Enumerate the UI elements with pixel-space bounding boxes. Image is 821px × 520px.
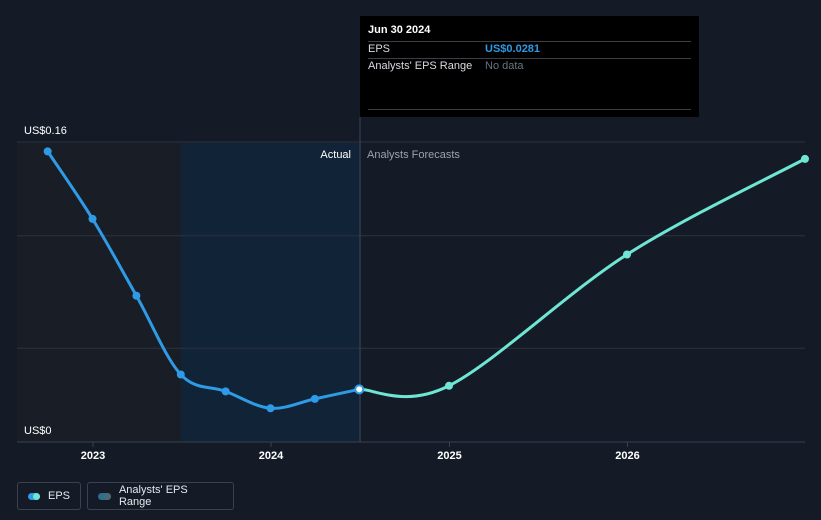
eps-data-point[interactable] — [88, 214, 97, 223]
actual-region-label: Actual — [320, 149, 351, 161]
eps-legend-icon — [28, 492, 40, 500]
tooltip-divider — [368, 58, 691, 59]
forecast-data-point[interactable] — [623, 250, 631, 259]
eps-data-point[interactable] — [43, 147, 52, 156]
eps-data-point[interactable] — [221, 387, 230, 396]
tooltip-date: Jun 30 2024 — [368, 24, 431, 36]
eps-data-point[interactable] — [310, 394, 319, 403]
tooltip-divider — [368, 41, 691, 42]
tooltip-range-label: Analysts' EPS Range — [368, 60, 473, 72]
eps-data-point[interactable] — [176, 370, 185, 379]
hover-tooltip: Jun 30 2024 EPS US$0.0281 Analysts' EPS … — [360, 16, 699, 117]
y-axis-bottom-label: US$0 — [24, 425, 52, 437]
grid-lines — [17, 141, 805, 349]
tooltip-range-value: No data — [485, 60, 524, 72]
past-period-shade — [17, 143, 181, 442]
x-tick-label: 2026 — [615, 450, 639, 462]
legend-eps-toggle[interactable]: EPS — [17, 482, 81, 510]
x-axis-ticks: 2023 2024 2025 2026 — [81, 442, 640, 462]
x-tick-label: 2024 — [259, 450, 284, 462]
range-legend-icon — [98, 492, 111, 500]
forecast-data-point[interactable] — [801, 154, 809, 163]
tooltip-divider — [368, 109, 691, 110]
eps-data-point[interactable] — [266, 404, 275, 413]
tooltip-eps-label: EPS — [368, 43, 391, 55]
x-tick-label: 2025 — [437, 450, 461, 462]
legend-range-label: Analysts' EPS Range — [118, 484, 188, 508]
eps-data-point[interactable] — [132, 291, 141, 300]
series-layer — [43, 147, 809, 413]
y-axis-top-label: US$0.16 — [24, 125, 67, 137]
actual-period-shade — [181, 143, 361, 442]
eps-forecast-line — [357, 157, 807, 399]
forecast-data-point[interactable] — [445, 381, 453, 390]
legend-eps-label: EPS — [47, 490, 70, 502]
forecast-region-label: Analysts Forecasts — [367, 149, 460, 161]
highlighted-data-point[interactable] — [354, 384, 365, 395]
x-tick-label: 2023 — [81, 450, 105, 462]
legend-range-toggle[interactable]: Analysts' EPS Range — [87, 482, 234, 510]
tooltip-eps-value: US$0.0281 — [485, 43, 541, 55]
